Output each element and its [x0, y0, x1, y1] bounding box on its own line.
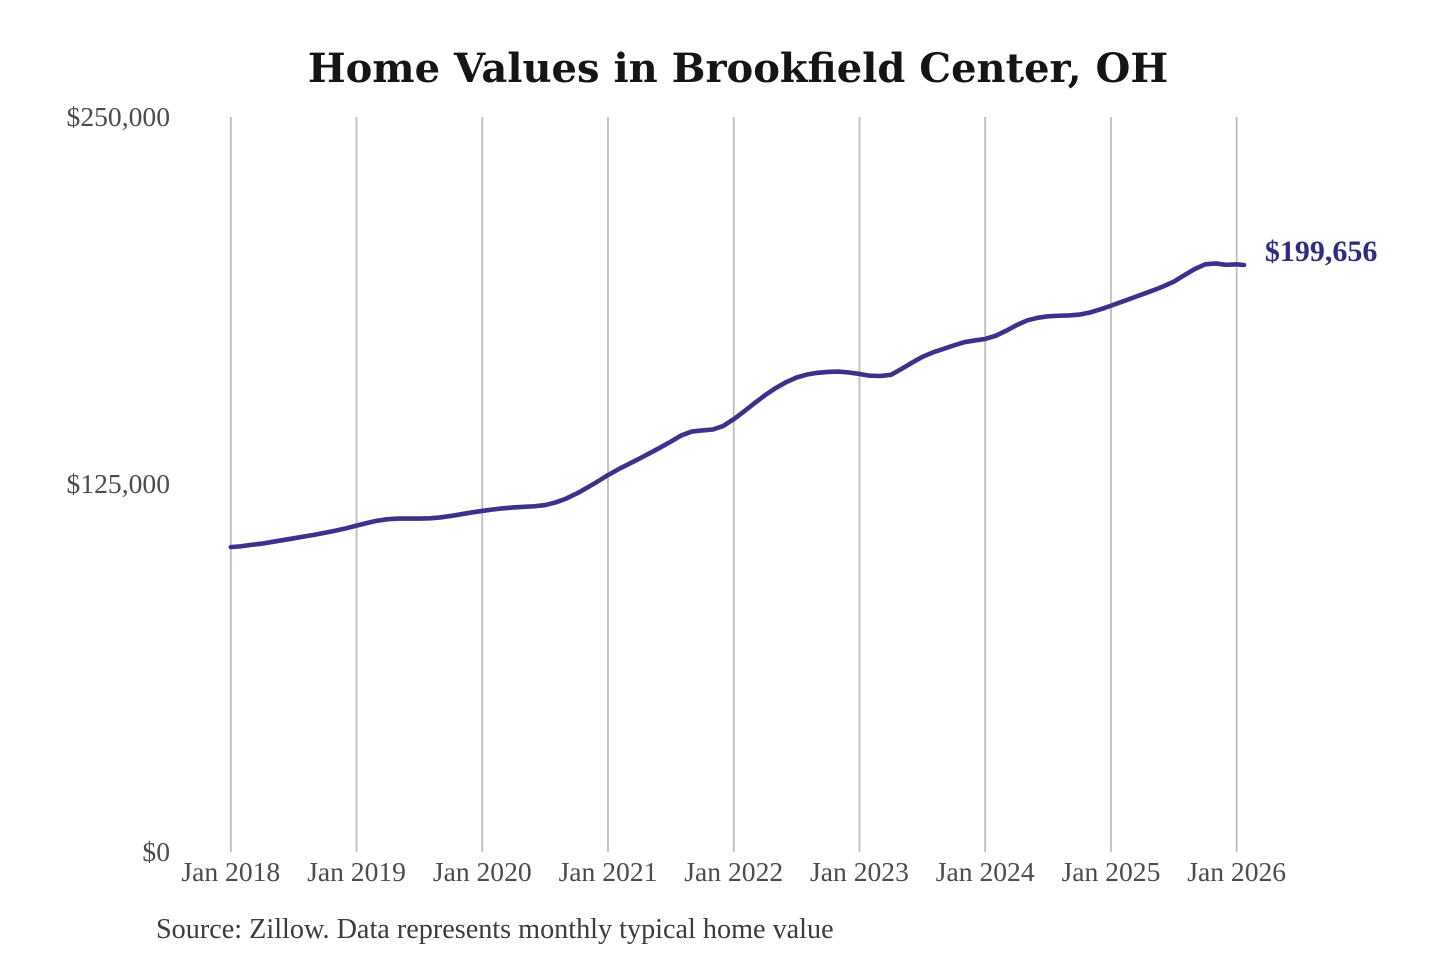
x-tick-label-jan-2021: Jan 2021 [558, 855, 658, 887]
y-tick-label-0: $0 [142, 835, 170, 867]
x-tick-label-jan-2020: Jan 2020 [432, 855, 532, 887]
x-tick-label-jan-2018: Jan 2018 [181, 855, 281, 887]
x-tick-label-jan-2024: Jan 2024 [935, 855, 1035, 887]
home-value-line [228, 261, 1247, 550]
source-note: Source: Zillow. Data represents monthly … [156, 914, 834, 945]
x-tick-label-jan-2025: Jan 2025 [1061, 855, 1161, 887]
x-tick-label-jan-2026: Jan 2026 [1187, 855, 1287, 887]
y-tick-label-250000: $250,000 [66, 100, 170, 132]
x-tick-label-jan-2019: Jan 2019 [307, 855, 406, 887]
x-tick-label-jan-2022: Jan 2022 [684, 855, 784, 887]
latest-value-annotation: $199,656 [1264, 234, 1378, 268]
chart-title: Home Values in Brookfield Center, OH [307, 44, 1169, 92]
y-tick-label-125000: $125,000 [66, 468, 170, 500]
x-tick-label-jan-2023: Jan 2023 [810, 855, 909, 887]
